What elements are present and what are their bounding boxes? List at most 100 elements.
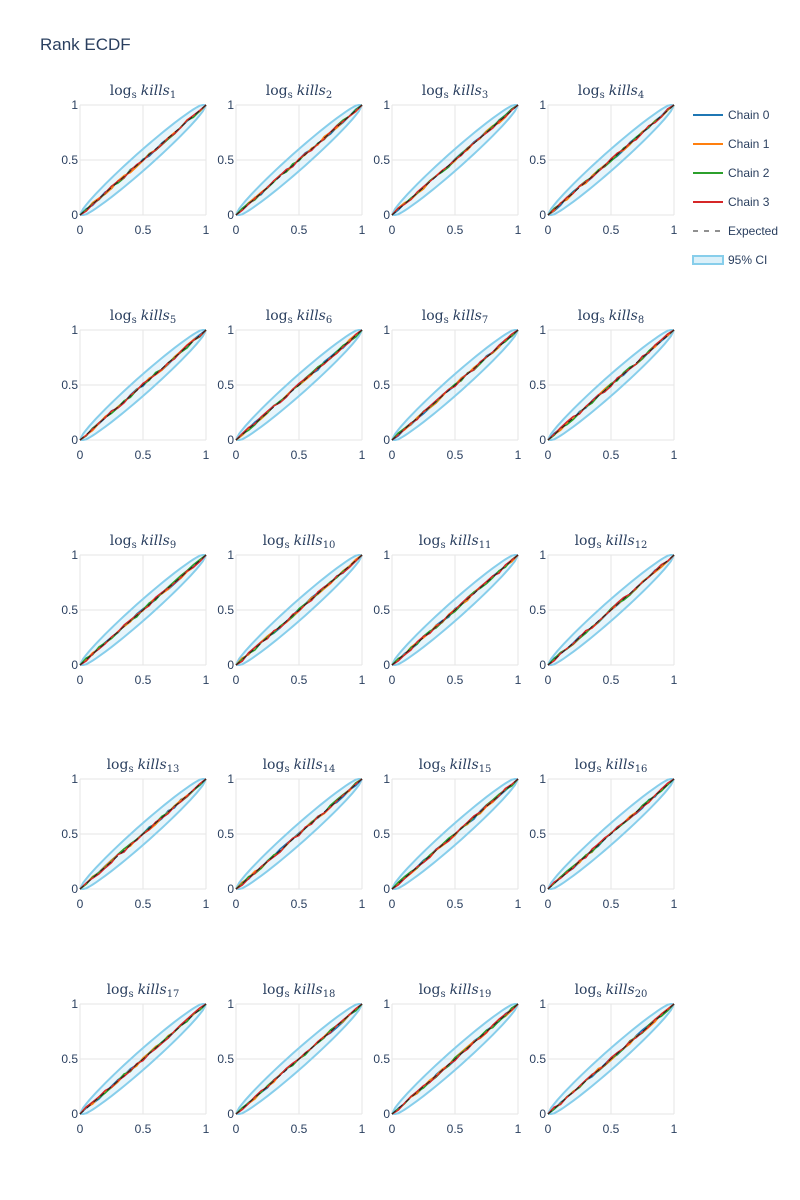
- legend-item[interactable]: Chain 2: [693, 166, 770, 180]
- y-tick-label: 0: [227, 658, 234, 672]
- x-tick-label: 0: [77, 1122, 84, 1136]
- y-tick-label: 1: [227, 323, 234, 337]
- expected-line: [391, 104, 519, 216]
- legend-item[interactable]: Chain 0: [693, 108, 770, 122]
- y-tick-label: 0: [383, 208, 390, 222]
- chart-title: Rank ECDF: [40, 35, 131, 54]
- x-tick-label: 0.5: [135, 448, 152, 462]
- expected-line: [547, 554, 675, 666]
- ci-lower-line: [80, 329, 207, 441]
- x-tick-label: 0: [389, 673, 396, 687]
- y-tick-label: 0: [539, 1107, 546, 1121]
- ci-lower-line: [548, 1003, 675, 1115]
- y-tick-label: 0.5: [61, 603, 78, 617]
- x-tick-label: 0.5: [135, 897, 152, 911]
- panel-title: logs kills9: [110, 533, 177, 551]
- y-tick-label: 0: [383, 433, 390, 447]
- legend-swatch: [692, 255, 724, 265]
- panel-8: 0 0.5 1 0 0.5 1 logs kills8: [529, 308, 677, 462]
- x-tick-label: 0.5: [447, 673, 464, 687]
- panel-18: 0 0.5 1 0 0.5 1 logs kills18: [217, 982, 365, 1136]
- x-tick-label: 0: [233, 223, 240, 237]
- expected-line: [235, 778, 363, 890]
- x-tick-label: 0: [389, 448, 396, 462]
- x-tick-label: 0.5: [447, 897, 464, 911]
- ci-upper-line: [79, 329, 206, 441]
- y-tick-label: 1: [539, 997, 546, 1011]
- ci-lower-line: [548, 329, 675, 441]
- y-tick-label: 0.5: [217, 153, 234, 167]
- y-tick-label: 0.5: [217, 603, 234, 617]
- panel-12: 0 0.5 1 0 0.5 1 logs kills12: [529, 533, 677, 687]
- legend-item[interactable]: Chain 3: [693, 195, 770, 209]
- panel-4: 0 0.5 1 0 0.5 1 logs kills4: [529, 83, 677, 237]
- y-tick-label: 0: [71, 1107, 78, 1121]
- ci-lower-line: [236, 1003, 363, 1115]
- ci-lower-line: [80, 554, 207, 666]
- y-tick-label: 0.5: [217, 1052, 234, 1066]
- x-tick-label: 0: [233, 448, 240, 462]
- panel-title: logs kills1: [110, 83, 177, 101]
- y-tick-label: 1: [71, 323, 78, 337]
- x-tick-label: 1: [203, 1122, 210, 1136]
- legend-label: Chain 1: [728, 137, 770, 151]
- y-tick-label: 1: [71, 548, 78, 562]
- ci-lower-line: [80, 778, 207, 890]
- ci-lower-line: [548, 778, 675, 890]
- x-tick-label: 0.5: [291, 673, 308, 687]
- y-tick-label: 1: [227, 772, 234, 786]
- panel-7: 0 0.5 1 0 0.5 1 logs kills7: [373, 308, 521, 462]
- x-tick-label: 0.5: [135, 223, 152, 237]
- y-tick-label: 0: [227, 433, 234, 447]
- x-tick-label: 1: [359, 1122, 366, 1136]
- x-tick-label: 0.5: [603, 223, 620, 237]
- x-tick-label: 0: [389, 1122, 396, 1136]
- panel-2: 0 0.5 1 0 0.5 1 logs kills2: [217, 83, 365, 237]
- legend-label: Chain 2: [728, 166, 770, 180]
- x-tick-label: 0: [545, 673, 552, 687]
- ci-upper-line: [547, 554, 674, 666]
- x-tick-label: 1: [671, 673, 678, 687]
- y-tick-label: 0: [71, 882, 78, 896]
- legend-item[interactable]: Expected: [693, 224, 778, 238]
- x-tick-label: 0: [545, 897, 552, 911]
- panel-title: logs kills17: [107, 982, 180, 1000]
- y-tick-label: 0: [383, 882, 390, 896]
- x-tick-label: 0.5: [603, 897, 620, 911]
- x-tick-label: 0: [545, 448, 552, 462]
- ci-lower-line: [80, 1003, 207, 1115]
- y-tick-label: 0.5: [373, 153, 390, 167]
- y-tick-label: 0: [539, 433, 546, 447]
- ci-upper-line: [79, 778, 206, 890]
- panel-title: logs kills12: [575, 533, 648, 551]
- ci-upper-line: [391, 104, 518, 216]
- x-tick-label: 0: [389, 897, 396, 911]
- ci-lower-line: [236, 778, 363, 890]
- x-tick-label: 0.5: [291, 897, 308, 911]
- panel-20: 0 0.5 1 0 0.5 1 logs kills20: [529, 982, 677, 1136]
- panel-title: logs kills18: [263, 982, 336, 1000]
- x-tick-label: 1: [671, 223, 678, 237]
- y-tick-label: 0.5: [217, 827, 234, 841]
- x-tick-label: 1: [515, 448, 522, 462]
- x-tick-label: 1: [203, 223, 210, 237]
- y-tick-label: 1: [383, 772, 390, 786]
- legend-item[interactable]: 95% CI: [692, 253, 767, 267]
- legend-item[interactable]: Chain 1: [693, 137, 770, 151]
- expected-line: [547, 778, 675, 890]
- y-tick-label: 0.5: [61, 153, 78, 167]
- expected-line: [391, 554, 519, 666]
- x-tick-label: 0: [77, 897, 84, 911]
- panel-6: 0 0.5 1 0 0.5 1 logs kills6: [217, 308, 365, 462]
- y-tick-label: 0: [71, 658, 78, 672]
- ci-upper-line: [547, 1003, 674, 1115]
- panel-9: 0 0.5 1 0 0.5 1 logs kills9: [61, 533, 209, 687]
- y-tick-label: 0.5: [217, 378, 234, 392]
- y-tick-label: 0.5: [529, 1052, 546, 1066]
- x-tick-label: 0.5: [603, 673, 620, 687]
- x-tick-label: 1: [359, 223, 366, 237]
- panel-19: 0 0.5 1 0 0.5 1 logs kills19: [373, 982, 521, 1136]
- y-tick-label: 0: [383, 1107, 390, 1121]
- y-tick-label: 0.5: [61, 1052, 78, 1066]
